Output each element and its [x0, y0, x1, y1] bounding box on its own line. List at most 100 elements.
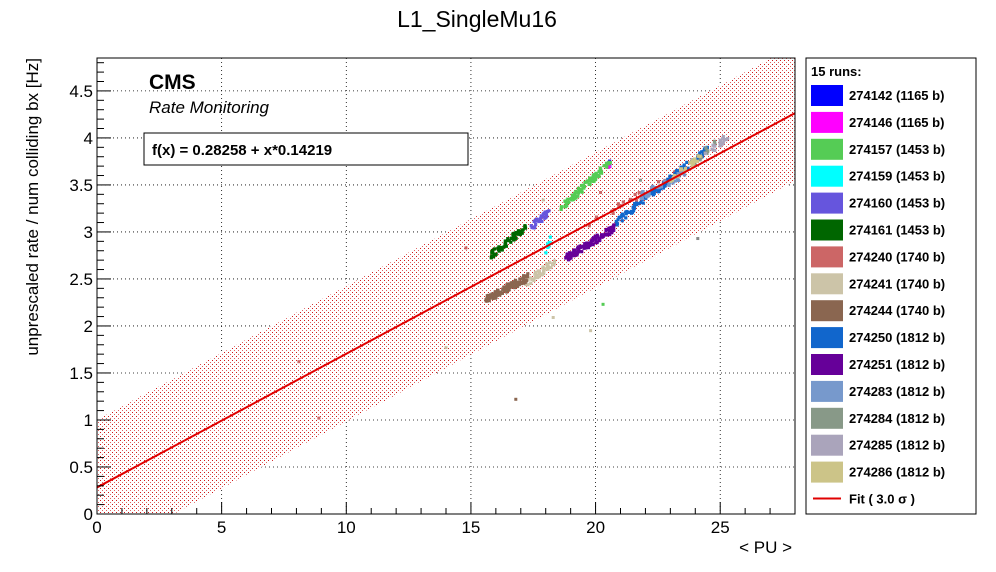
x-tick-label: 20	[586, 518, 605, 537]
data-point	[683, 169, 687, 173]
data-point	[574, 196, 578, 200]
y-tick-label: 4	[84, 129, 93, 148]
data-point	[605, 233, 609, 237]
data-point	[546, 265, 551, 269]
data-point	[529, 281, 533, 286]
legend-label: 274160 (1453 b)	[849, 196, 945, 211]
x-tick-label: 5	[217, 518, 226, 537]
data-point	[607, 160, 611, 164]
data-point	[641, 189, 645, 194]
y-tick-label: 3.5	[69, 176, 93, 195]
data-point	[509, 240, 513, 244]
data-point	[515, 280, 519, 284]
data-point	[528, 276, 532, 280]
data-point	[602, 164, 606, 168]
legend-label: 274157 (1453 b)	[849, 142, 945, 157]
legend-swatch	[811, 461, 843, 483]
data-point	[620, 213, 624, 217]
data-point	[548, 235, 552, 239]
data-point	[572, 197, 576, 201]
data-point	[495, 291, 499, 295]
outlier-point	[638, 178, 642, 182]
data-point	[491, 292, 495, 296]
data-point	[690, 164, 695, 168]
data-point	[616, 202, 620, 206]
legend-swatch	[811, 192, 843, 214]
data-point	[685, 160, 689, 165]
data-point	[671, 181, 675, 185]
legend-label: 274241 (1740 b)	[849, 276, 945, 291]
data-point	[544, 215, 548, 219]
data-point	[598, 166, 602, 170]
data-point	[565, 252, 569, 256]
data-point	[698, 151, 702, 155]
data-point	[584, 246, 588, 250]
data-point	[683, 173, 687, 177]
data-point	[518, 232, 522, 237]
series-points	[559, 160, 612, 211]
legend-swatch	[811, 327, 843, 349]
data-point	[522, 280, 526, 284]
data-point	[504, 286, 508, 291]
data-point	[496, 290, 500, 294]
data-point	[637, 191, 641, 195]
data-point	[667, 183, 671, 187]
data-point	[644, 196, 648, 200]
data-point	[524, 282, 528, 287]
data-point	[639, 200, 643, 204]
data-point	[703, 151, 708, 156]
data-point	[511, 232, 515, 236]
data-point	[496, 247, 501, 252]
legend-swatch	[811, 354, 843, 375]
data-point	[589, 179, 593, 183]
data-point	[720, 142, 724, 146]
outlier-point	[514, 397, 518, 401]
data-point	[512, 235, 517, 239]
data-point	[540, 272, 544, 276]
data-point	[650, 191, 654, 195]
data-point	[537, 219, 541, 224]
legend-entries: 274142 (1165 b) 274146 (1165 b) 274157 (14…	[811, 85, 945, 507]
data-point	[589, 239, 593, 243]
data-point	[519, 281, 524, 285]
data-point	[591, 173, 595, 177]
legend-label: 274251 (1812 b)	[849, 357, 945, 372]
data-point	[656, 180, 661, 184]
data-point	[517, 229, 522, 233]
data-point	[534, 219, 538, 223]
legend-swatch	[811, 273, 843, 295]
y-tick-label: 2.5	[69, 270, 93, 289]
data-point	[711, 143, 715, 147]
series-points	[529, 209, 551, 230]
cms-sublabel: Rate Monitoring	[149, 98, 270, 117]
data-point	[544, 211, 548, 215]
legend-label: 274142 (1165 b)	[849, 88, 944, 103]
data-point	[505, 284, 510, 288]
data-point	[493, 296, 497, 300]
data-point	[624, 216, 628, 220]
data-point	[541, 265, 545, 269]
data-point	[594, 215, 599, 219]
data-point	[491, 250, 495, 254]
data-point	[582, 246, 586, 250]
data-point	[713, 148, 717, 153]
data-point	[505, 238, 510, 243]
legend-swatch	[811, 219, 843, 241]
data-point	[587, 179, 591, 183]
data-point	[704, 146, 708, 150]
data-point	[693, 157, 697, 161]
outlier-point	[297, 360, 301, 364]
legend-label: 274250 (1812 b)	[849, 330, 945, 345]
data-point	[676, 178, 681, 183]
data-point	[688, 160, 692, 165]
legend-header: 15 runs:	[811, 64, 862, 79]
data-point	[673, 179, 677, 183]
data-point	[542, 270, 546, 274]
data-point	[539, 216, 543, 220]
data-point	[683, 167, 688, 171]
data-point	[583, 242, 587, 246]
data-point	[594, 175, 598, 179]
data-point	[568, 257, 572, 261]
outlier-point	[599, 190, 603, 194]
data-point	[701, 151, 706, 156]
